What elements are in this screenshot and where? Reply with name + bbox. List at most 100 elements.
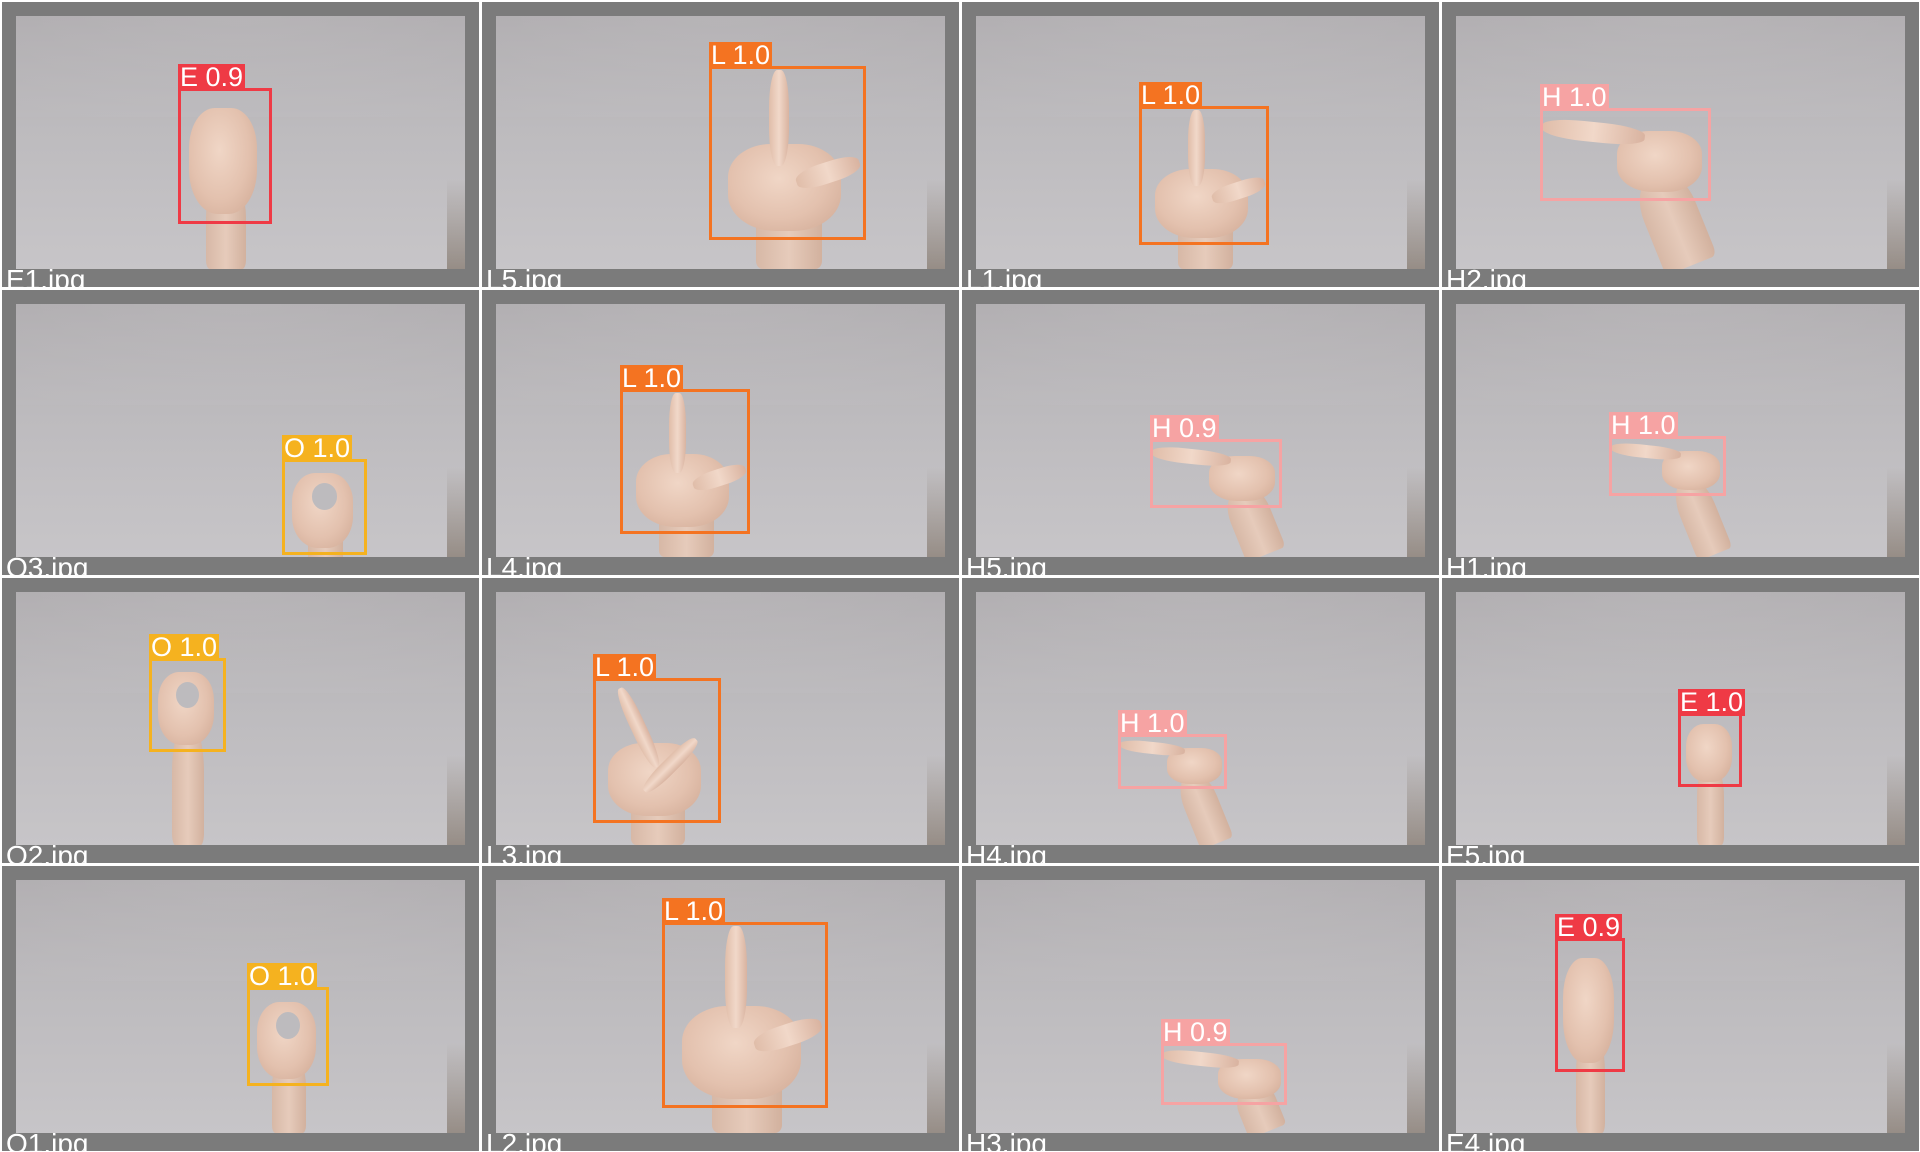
file-name-label: L4.jpg bbox=[486, 552, 563, 576]
photo-background bbox=[976, 880, 1425, 1133]
image-tile: H 1.0 H1.jpg bbox=[1442, 290, 1919, 575]
bounding-box: H 1.0 bbox=[1118, 710, 1227, 789]
detection-label: O 1.0 bbox=[282, 433, 353, 463]
image-tile: E 1.0 E5.jpg bbox=[1442, 578, 1919, 863]
image-tile: L 1.0 L1.jpg bbox=[962, 2, 1439, 287]
file-name-label: H5.jpg bbox=[966, 552, 1047, 576]
detection-label: O 1.0 bbox=[149, 632, 220, 662]
detection-label: L 1.0 bbox=[1139, 80, 1203, 110]
bounding-box: L 1.0 bbox=[662, 898, 828, 1108]
person-hair-edge bbox=[447, 179, 465, 269]
image-tile: O 1.0 O2.jpg bbox=[2, 578, 479, 863]
bounding-box: O 1.0 bbox=[247, 963, 329, 1086]
file-name-label: O3.jpg bbox=[6, 552, 89, 576]
person-hair-edge bbox=[1887, 179, 1905, 269]
bounding-box: L 1.0 bbox=[1139, 82, 1269, 245]
person-hair-edge bbox=[1407, 755, 1425, 845]
photo-background bbox=[1456, 304, 1905, 557]
detection-label: L 1.0 bbox=[662, 896, 726, 926]
bounding-box: H 1.0 bbox=[1540, 84, 1711, 201]
detection-label: H 1.0 bbox=[1118, 708, 1187, 738]
photo-background bbox=[16, 592, 465, 845]
person-hair-edge bbox=[927, 1043, 945, 1133]
file-name-label: E5.jpg bbox=[1446, 840, 1526, 864]
index-finger bbox=[1188, 110, 1206, 187]
file-name-label: L3.jpg bbox=[486, 840, 563, 864]
photo-background bbox=[496, 304, 945, 557]
detection-label: L 1.0 bbox=[593, 652, 657, 682]
file-name-label: E4.jpg bbox=[1446, 1128, 1526, 1152]
person-hair-edge bbox=[1407, 467, 1425, 557]
detection-label: L 1.0 bbox=[620, 363, 684, 393]
bounding-box: O 1.0 bbox=[282, 435, 367, 555]
hand bbox=[1563, 958, 1614, 1063]
bounding-box: H 0.9 bbox=[1161, 1019, 1287, 1105]
index-finger bbox=[669, 393, 687, 473]
file-name-label: O1.jpg bbox=[6, 1128, 89, 1152]
image-tile: H 1.0 H4.jpg bbox=[962, 578, 1439, 863]
o-shape-gap bbox=[311, 483, 338, 510]
image-tile: E 0.9 E1.jpg bbox=[2, 2, 479, 287]
image-tile: H 0.9 H3.jpg bbox=[962, 866, 1439, 1151]
image-tile: O 1.0 O1.jpg bbox=[2, 866, 479, 1151]
photo-background bbox=[16, 304, 465, 557]
o-shape-gap bbox=[275, 1011, 301, 1040]
person-hair-edge bbox=[927, 467, 945, 557]
bounding-box: L 1.0 bbox=[620, 365, 750, 534]
file-name-label: H3.jpg bbox=[966, 1128, 1047, 1152]
detection-label: O 1.0 bbox=[247, 961, 318, 991]
detection-label: E 1.0 bbox=[1678, 687, 1746, 717]
person-hair-edge bbox=[447, 755, 465, 845]
detection-label: H 1.0 bbox=[1609, 410, 1678, 440]
bounding-box: E 0.9 bbox=[1555, 914, 1625, 1072]
detection-label: E 0.9 bbox=[178, 62, 246, 92]
photo-background bbox=[16, 880, 465, 1133]
photo-background bbox=[976, 592, 1425, 845]
image-tile: L 1.0 L5.jpg bbox=[482, 2, 959, 287]
detection-label: L 1.0 bbox=[709, 40, 773, 70]
person-hair-edge bbox=[927, 179, 945, 269]
file-name-label: H4.jpg bbox=[966, 840, 1047, 864]
image-tile: H 1.0 H2.jpg bbox=[1442, 2, 1919, 287]
file-name-label: L1.jpg bbox=[966, 264, 1043, 288]
detection-label: H 0.9 bbox=[1161, 1017, 1230, 1047]
image-tile: O 1.0 O3.jpg bbox=[2, 290, 479, 575]
photo-background bbox=[976, 16, 1425, 269]
person-hair-edge bbox=[927, 755, 945, 845]
image-tile: L 1.0 L2.jpg bbox=[482, 866, 959, 1151]
person-hair-edge bbox=[447, 1043, 465, 1133]
file-name-label: H1.jpg bbox=[1446, 552, 1527, 576]
person-hair-edge bbox=[1887, 467, 1905, 557]
file-name-label: L5.jpg bbox=[486, 264, 563, 288]
index-finger bbox=[725, 926, 747, 1029]
person-hair-edge bbox=[447, 467, 465, 557]
image-tile: L 1.0 L3.jpg bbox=[482, 578, 959, 863]
bounding-box: H 1.0 bbox=[1609, 412, 1726, 496]
bounding-box: E 1.0 bbox=[1678, 689, 1746, 787]
detection-label: H 0.9 bbox=[1150, 413, 1219, 443]
photo-background bbox=[1456, 880, 1905, 1133]
image-tile: E 0.9 E4.jpg bbox=[1442, 866, 1919, 1151]
person-hair-edge bbox=[1887, 1043, 1905, 1133]
person-hair-edge bbox=[1407, 1043, 1425, 1133]
file-name-label: E1.jpg bbox=[6, 264, 86, 288]
bounding-box: L 1.0 bbox=[709, 42, 866, 240]
hand bbox=[189, 108, 257, 215]
file-name-label: O2.jpg bbox=[6, 840, 89, 864]
o-shape-gap bbox=[175, 681, 200, 708]
detection-label: H 1.0 bbox=[1540, 82, 1609, 112]
bounding-box: E 0.9 bbox=[178, 64, 272, 224]
photo-background bbox=[1456, 16, 1905, 269]
bounding-box: H 0.9 bbox=[1150, 415, 1282, 508]
image-tile: L 1.0 L4.jpg bbox=[482, 290, 959, 575]
person-hair-edge bbox=[1407, 179, 1425, 269]
bounding-box: L 1.0 bbox=[593, 654, 721, 823]
index-finger bbox=[768, 70, 790, 166]
bounding-box: O 1.0 bbox=[149, 634, 226, 752]
file-name-label: L2.jpg bbox=[486, 1128, 563, 1152]
file-name-label: H2.jpg bbox=[1446, 264, 1527, 288]
image-tile: H 0.9 H5.jpg bbox=[962, 290, 1439, 575]
hand bbox=[1685, 724, 1732, 782]
detection-label: E 0.9 bbox=[1555, 912, 1623, 942]
